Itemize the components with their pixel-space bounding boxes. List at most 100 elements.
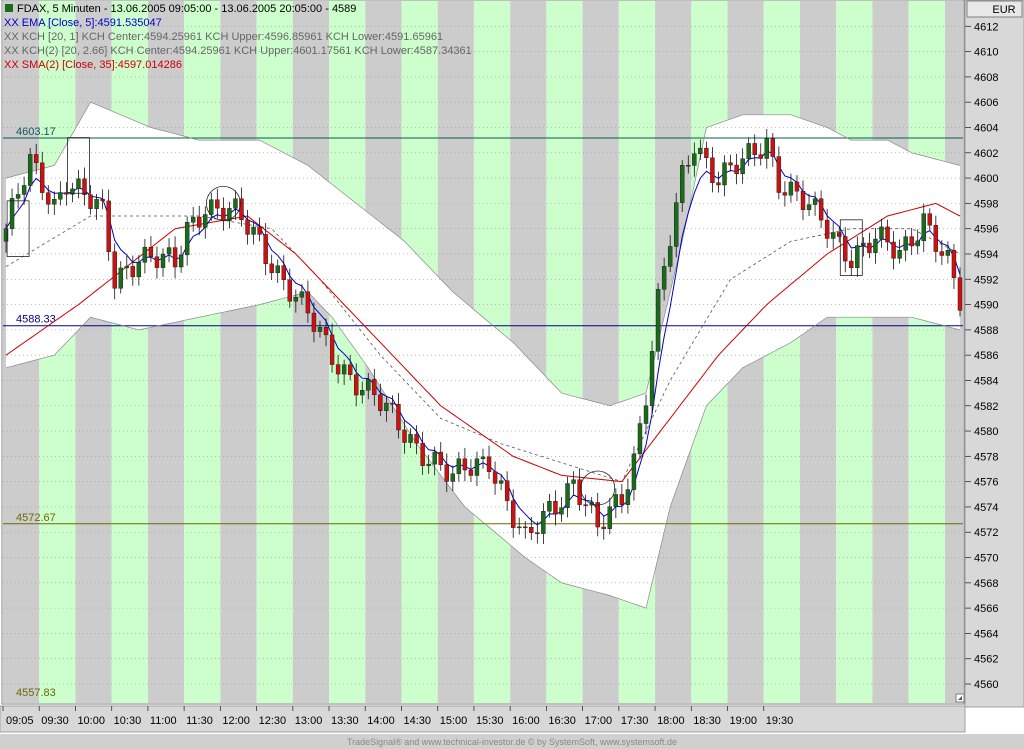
time-axis-panel[interactable] bbox=[0, 705, 966, 733]
candle-up bbox=[408, 434, 413, 443]
candle-down bbox=[752, 143, 757, 155]
candle-up bbox=[52, 199, 57, 205]
price-tick-label: 4570 bbox=[974, 553, 998, 565]
zone-band bbox=[256, 1, 293, 703]
candle-down bbox=[46, 192, 51, 205]
candle-down bbox=[154, 256, 160, 268]
candle-down bbox=[34, 154, 39, 164]
candle-up bbox=[915, 240, 920, 247]
time-tick-label: 14:30 bbox=[403, 715, 431, 727]
candle-up bbox=[9, 198, 15, 229]
candle-up bbox=[27, 154, 33, 186]
candle-down bbox=[347, 364, 353, 375]
candle-down bbox=[927, 213, 932, 226]
candle-down bbox=[112, 251, 117, 289]
price-axis-panel[interactable] bbox=[964, 0, 1024, 708]
candle-up bbox=[251, 226, 256, 235]
candle-up bbox=[613, 494, 619, 508]
candle-down bbox=[933, 225, 939, 252]
zone-band bbox=[836, 1, 873, 703]
level-label: 4572.67 bbox=[16, 512, 56, 524]
time-tick-label: 11:30 bbox=[186, 715, 213, 727]
candle-up bbox=[293, 297, 299, 302]
candle-down bbox=[281, 265, 286, 280]
candle-up bbox=[830, 232, 836, 239]
price-tick-label: 4590 bbox=[974, 300, 998, 312]
price-tick-label: 4578 bbox=[974, 451, 998, 463]
candle-down bbox=[462, 458, 468, 471]
candle-up bbox=[625, 489, 631, 505]
candle-down bbox=[710, 157, 715, 183]
time-tick-label: 13:30 bbox=[331, 715, 359, 727]
zone-band bbox=[111, 1, 148, 703]
footer-credit: TradeSignal® and www.technical-investor.… bbox=[347, 737, 677, 747]
zone-band bbox=[944, 1, 963, 703]
candle-up bbox=[366, 379, 371, 391]
time-tick-label: 09:05 bbox=[6, 715, 34, 727]
candle-down bbox=[263, 234, 268, 265]
legend-sma[interactable]: XX SMA(2) [Close, 35]:4597.014286 bbox=[4, 59, 182, 71]
candle-down bbox=[782, 192, 788, 196]
candle-up bbox=[76, 178, 81, 190]
time-tick-label: 15:00 bbox=[440, 715, 468, 727]
candle-down bbox=[843, 236, 848, 262]
legend-kch[interactable]: XX KCH [20, 1] KCH Center:4594.25961 KCH… bbox=[4, 31, 443, 43]
chart-title: FDAX, 5 Minuten - 13.06.2005 09:05:00 - … bbox=[17, 3, 356, 15]
candle-down bbox=[414, 434, 419, 444]
candle-up bbox=[879, 226, 884, 240]
candle-down bbox=[553, 501, 558, 515]
sma-line bbox=[5, 202, 961, 483]
candle-down bbox=[486, 456, 492, 472]
candle-down bbox=[504, 480, 510, 501]
candle-down bbox=[197, 216, 202, 228]
zone-band bbox=[582, 1, 619, 703]
candle-up bbox=[426, 463, 431, 466]
candle-up bbox=[559, 507, 564, 515]
candle-down bbox=[444, 464, 449, 482]
candle-down bbox=[824, 219, 830, 239]
legend-kch2[interactable]: XX KCH(2) [20, 2.66] KCH Center:4594.259… bbox=[4, 45, 472, 57]
time-tick-label: 18:30 bbox=[693, 715, 721, 727]
candle-down bbox=[583, 504, 588, 506]
legend-ema[interactable]: XX EMA [Close, 5]:4591.535047 bbox=[4, 17, 162, 29]
candle-down bbox=[287, 279, 292, 302]
candle-up bbox=[227, 208, 232, 222]
candle-up bbox=[661, 266, 667, 290]
time-tick-label: 19:00 bbox=[730, 715, 758, 727]
footer-bar bbox=[0, 734, 1024, 749]
zone-band bbox=[292, 1, 330, 703]
zone-band bbox=[147, 1, 185, 703]
level-label: 4603.17 bbox=[16, 126, 56, 138]
horizontal-levels: 4603.17 4588.33 4572.67 4557.83 bbox=[3, 126, 963, 699]
candle-down bbox=[885, 226, 890, 243]
candle-down bbox=[891, 241, 896, 259]
time-tick-label: 09:30 bbox=[41, 715, 69, 727]
time-tick-label: 18:00 bbox=[657, 715, 685, 727]
price-tick-label: 4612 bbox=[974, 21, 998, 33]
candle-down bbox=[957, 277, 963, 311]
candle-down bbox=[776, 156, 782, 193]
candle-up bbox=[631, 453, 637, 490]
zone-band bbox=[546, 1, 583, 703]
candle-down bbox=[305, 291, 311, 314]
candle-up bbox=[15, 194, 21, 199]
pattern-box bbox=[6, 200, 30, 257]
candle-up bbox=[812, 198, 818, 205]
price-tick-label: 4584 bbox=[974, 375, 998, 387]
band-upper-line bbox=[5, 101, 961, 407]
candle-up bbox=[643, 405, 649, 424]
candle-down bbox=[40, 162, 45, 193]
candle-down bbox=[245, 219, 250, 235]
price-tick-label: 4602 bbox=[974, 148, 998, 160]
candle-down bbox=[329, 334, 335, 365]
candle-up bbox=[178, 254, 184, 268]
candle-up bbox=[474, 458, 480, 476]
candle-down bbox=[601, 526, 606, 529]
candle-down bbox=[323, 327, 329, 336]
time-tick-label: 19:30 bbox=[766, 715, 794, 727]
candle-up bbox=[674, 202, 679, 247]
candle-up bbox=[637, 423, 643, 455]
price-tick-label: 4586 bbox=[974, 350, 998, 362]
candle-down bbox=[529, 527, 534, 533]
